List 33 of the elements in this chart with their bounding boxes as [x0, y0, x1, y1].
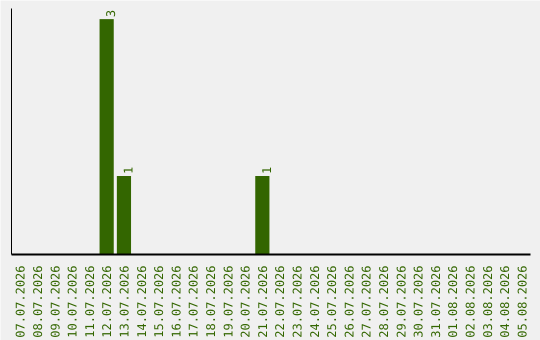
- x-tick-label: 31.07.2026: [428, 265, 443, 338]
- x-tick-label: 07.07.2026: [14, 265, 28, 338]
- data-label: 3: [104, 10, 118, 18]
- x-tick-label: 02.08.2026: [463, 265, 478, 338]
- x-tick-label: 17.07.2026: [186, 265, 201, 338]
- x-tick-label: 12.07.2026: [100, 265, 114, 338]
- x-tick-label: 29.07.2026: [394, 265, 408, 338]
- x-tick-label: 24.07.2026: [308, 265, 322, 338]
- x-tick-label: 22.07.2026: [273, 265, 288, 338]
- x-tick-label: 28.07.2026: [376, 265, 391, 338]
- x-tick-label: 13.07.2026: [117, 265, 132, 338]
- x-tick-label: 23.07.2026: [290, 265, 304, 338]
- data-label: 1: [260, 166, 274, 174]
- x-tick-label: 09.07.2026: [48, 265, 62, 338]
- x-tick-label: 18.07.2026: [204, 265, 218, 338]
- x-tick-label: 27.07.2026: [360, 265, 374, 338]
- x-tick-label: 25.07.2026: [325, 265, 340, 338]
- x-tick-label: 14.07.2026: [134, 265, 149, 338]
- x-tick-label: 20.07.2026: [238, 265, 253, 338]
- x-tick-label: 01.08.2026: [446, 265, 460, 338]
- x-tick-label: 05.08.2026: [515, 265, 530, 338]
- x-tick-label: 03.08.2026: [480, 265, 495, 338]
- x-tick-label: 11.07.2026: [82, 265, 97, 338]
- x-tick-label: 21.07.2026: [256, 265, 270, 338]
- x-tick-label: 30.07.2026: [412, 265, 426, 338]
- data-label: 1: [121, 166, 136, 174]
- x-tick-label: 16.07.2026: [169, 265, 184, 338]
- x-tick-label: 10.07.2026: [66, 265, 80, 338]
- x-tick-label: 19.07.2026: [221, 265, 236, 338]
- x-tick-label: 15.07.2026: [152, 265, 166, 338]
- x-tick-label: 08.07.2026: [30, 265, 45, 338]
- x-tick-label: 04.08.2026: [498, 265, 512, 338]
- x-tick-label: 26.07.2026: [342, 265, 356, 338]
